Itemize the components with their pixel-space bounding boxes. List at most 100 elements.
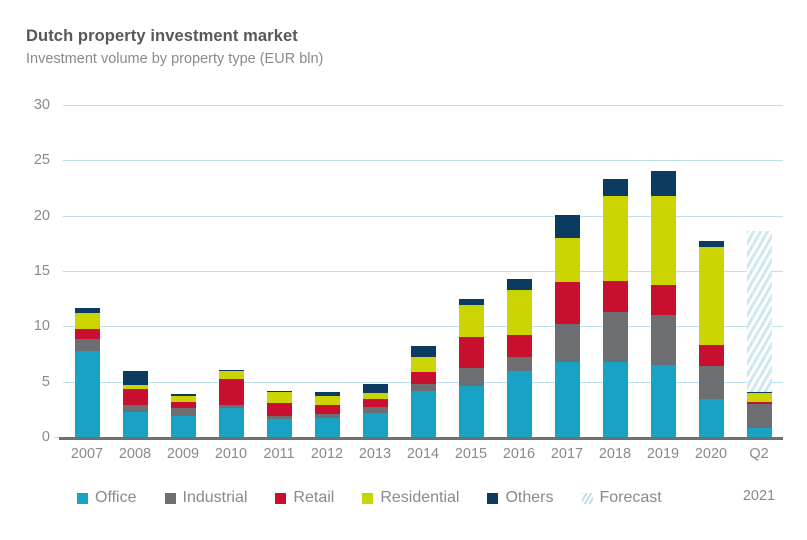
bar-segment-others xyxy=(698,241,724,247)
bar-segment-retail xyxy=(458,337,484,369)
bar-segment-industrial xyxy=(650,315,676,366)
x-axis-label-line1: 2019 xyxy=(646,446,680,462)
x-axis-tick-label: 2008 xyxy=(111,446,159,462)
chart-subtitle: Investment volume by property type (EUR … xyxy=(26,51,324,67)
bar-segment-retail xyxy=(122,389,148,405)
legend-item-retail[interactable]: Retail xyxy=(275,489,334,507)
x-axis-tick-label: 2017 xyxy=(543,446,591,462)
bar-segment-industrial xyxy=(362,407,388,413)
y-axis-tick-label: 30 xyxy=(33,97,50,113)
y-axis-tick-label: 5 xyxy=(41,373,50,390)
bar-segment-office xyxy=(554,361,580,437)
bar-segment-office xyxy=(314,418,340,437)
bar-segment-retail xyxy=(602,280,628,312)
bar-segment-others xyxy=(266,390,292,392)
x-axis-tick-label: Q2 2021 xyxy=(735,446,783,504)
legend-item-residential[interactable]: Residential xyxy=(362,489,459,507)
x-axis-label-line1: 2009 xyxy=(166,446,200,462)
x-axis-label-line1: 2014 xyxy=(406,446,440,462)
bar-segment-retail xyxy=(74,328,100,339)
bar-segment-others xyxy=(458,298,484,306)
x-axis-tick-label: 2016 xyxy=(495,446,543,462)
bar-segment-office xyxy=(74,350,100,437)
legend-item-industrial[interactable]: Industrial xyxy=(164,489,248,507)
x-axis-tick-label: 2015 xyxy=(447,446,495,462)
bar-stack xyxy=(170,393,196,437)
legend-label: Retail xyxy=(293,489,335,506)
page-title: Dutch property investment market xyxy=(26,27,298,45)
bar-segment-residential xyxy=(362,392,388,400)
x-axis-tick-label: 2007 xyxy=(63,446,111,462)
bar-stack xyxy=(410,346,436,437)
legend-item-forecast[interactable]: Forecast xyxy=(581,489,662,507)
bar-segment-residential xyxy=(602,195,628,281)
x-axis-label-line1: 2013 xyxy=(358,446,392,462)
bar-segment-industrial xyxy=(698,366,724,400)
y-axis-tick-label: 15 xyxy=(33,263,50,279)
legend-item-others[interactable]: Others xyxy=(487,489,554,507)
y-axis-tick-label: 25 xyxy=(33,152,50,169)
bar-segment-retail xyxy=(698,345,724,367)
bar-segment-industrial xyxy=(602,311,628,362)
bar-segment-industrial xyxy=(314,413,340,419)
bar-segment-residential xyxy=(122,385,148,390)
bar-stack xyxy=(266,390,292,437)
y-axis-tick-label: 20 xyxy=(33,207,50,224)
legend-label: Industrial xyxy=(182,489,248,506)
bar-segment-office xyxy=(410,390,436,437)
bar-stack xyxy=(218,369,244,437)
bar-segment-others xyxy=(746,391,772,393)
bar-segment-office xyxy=(602,361,628,437)
bar-segment-residential xyxy=(458,305,484,338)
bar-stack xyxy=(458,298,484,437)
x-axis-label-line1: 2017 xyxy=(550,446,584,462)
bar-segment-industrial xyxy=(122,404,148,412)
bar-segment-retail xyxy=(218,379,244,405)
bar-segment-industrial xyxy=(458,368,484,387)
legend-label: Forecast xyxy=(599,489,662,506)
bar-segment-residential xyxy=(746,392,772,402)
legend-swatch-icon xyxy=(77,492,88,504)
bar-stack xyxy=(506,278,532,437)
x-axis-tick-label: 2012 xyxy=(303,446,351,462)
x-axis-label-line2: 2021 xyxy=(742,488,776,504)
gridline xyxy=(63,271,783,272)
x-axis-label-line1: 2007 xyxy=(70,446,104,462)
chart-legend: Office Industrial Retail Residential Others F… xyxy=(77,489,690,507)
bar-segment-residential xyxy=(74,313,100,329)
bar-segment-residential xyxy=(266,391,292,403)
bar-stack xyxy=(74,307,100,437)
bar-segment-office xyxy=(746,428,772,437)
legend-swatch-icon xyxy=(581,492,593,504)
legend-swatch-icon xyxy=(487,492,499,504)
bar-segment-others xyxy=(410,346,436,358)
legend-item-office[interactable]: Office xyxy=(77,489,137,507)
axis-baseline xyxy=(59,437,783,440)
bar-segment-residential xyxy=(554,237,580,283)
x-axis-tick-label: 2014 xyxy=(399,446,447,462)
x-axis-label-line1: 2010 xyxy=(214,446,248,462)
bar-segment-office xyxy=(698,399,724,437)
bar-segment-residential xyxy=(698,246,724,346)
plot-area: 0 5 10 15 20 25 30 xyxy=(34,97,783,445)
bar-segment-office xyxy=(266,419,292,437)
y-axis-tick-label: 10 xyxy=(33,318,50,335)
x-axis-tick-label: 2013 xyxy=(351,446,399,462)
y-axis-tick-label: 0 xyxy=(41,429,50,445)
bar-segment-retail xyxy=(170,401,196,409)
bar-stack xyxy=(746,391,772,437)
bar-segment-retail xyxy=(362,399,388,408)
bar-segment-industrial xyxy=(410,383,436,391)
bar-segment-others xyxy=(650,171,676,196)
bar-segment-others xyxy=(218,369,244,371)
bar-segment-residential xyxy=(650,195,676,286)
bar-segment-industrial xyxy=(218,404,244,409)
legend-swatch-icon xyxy=(164,492,176,504)
x-axis-tick-label: 2018 xyxy=(591,446,639,462)
x-axis-label-line1: 2020 xyxy=(694,446,728,462)
bar-segment-residential xyxy=(218,370,244,380)
bar-segment-office xyxy=(122,411,148,437)
x-axis-tick-label: 2020 xyxy=(687,446,735,462)
legend-label: Residential xyxy=(380,489,460,506)
